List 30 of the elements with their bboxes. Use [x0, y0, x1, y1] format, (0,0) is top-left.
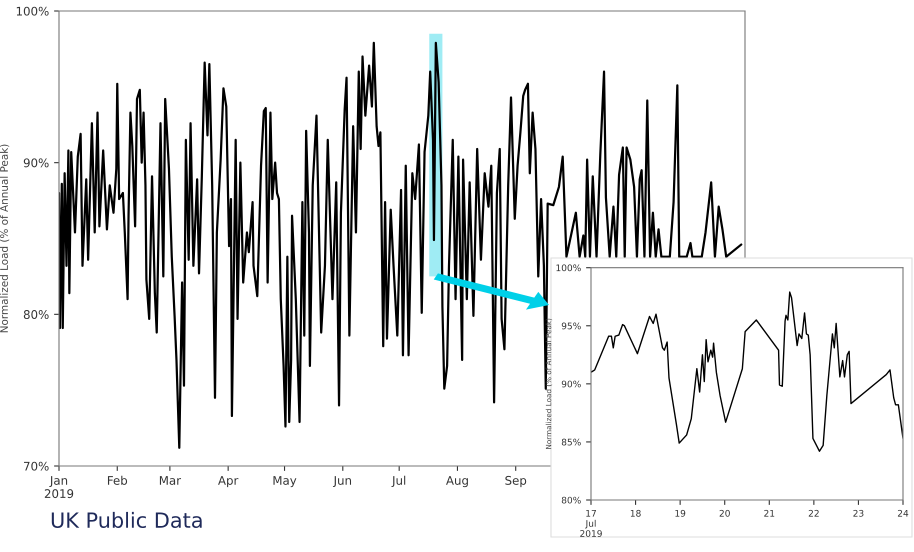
y-tick-label: 90% [562, 380, 581, 388]
y-tick-label: 100% [556, 264, 581, 272]
x-tick-label: 23 [853, 510, 864, 517]
x-tick-label: 19 [675, 510, 686, 517]
y-tick-label: 90% [24, 158, 49, 168]
x-tick-label: Jul [391, 476, 406, 488]
y-tick-label: 100% [16, 6, 49, 16]
x-tick-label: 24 [898, 510, 908, 517]
x-tick-label: 18 [630, 510, 641, 517]
y-tick-label: 80% [562, 496, 581, 504]
x-tick-label: Sep [505, 476, 526, 488]
x-tick-label: 22 [808, 510, 819, 517]
y-axis-title: Normalized Load (% of Annual Peak) [0, 144, 10, 332]
x-tick-label: 20 [720, 510, 730, 517]
x-tick-label: Apr [218, 476, 238, 488]
x-tick-label: 21 [764, 510, 774, 517]
x-tick-label: Mar [160, 476, 182, 485]
x-tick-label: 17 Jul 2019 [580, 510, 602, 537]
y-tick-label: 85% [562, 438, 581, 446]
y-tick-label: 95% [562, 322, 581, 330]
x-tick-label: May [273, 476, 296, 488]
x-tick-label: Aug [446, 476, 468, 488]
x-tick-label: Jan 2019 [44, 476, 74, 498]
x-tick-label: Jun [332, 476, 352, 488]
text: UK Public Data [52, 512, 202, 528]
y-tick-label: 80% [24, 310, 49, 319]
y-tick-label: 70% [24, 462, 49, 471]
line-series [59, 42, 742, 449]
line-series [591, 291, 903, 452]
x-tick-label: Feb [108, 476, 128, 485]
